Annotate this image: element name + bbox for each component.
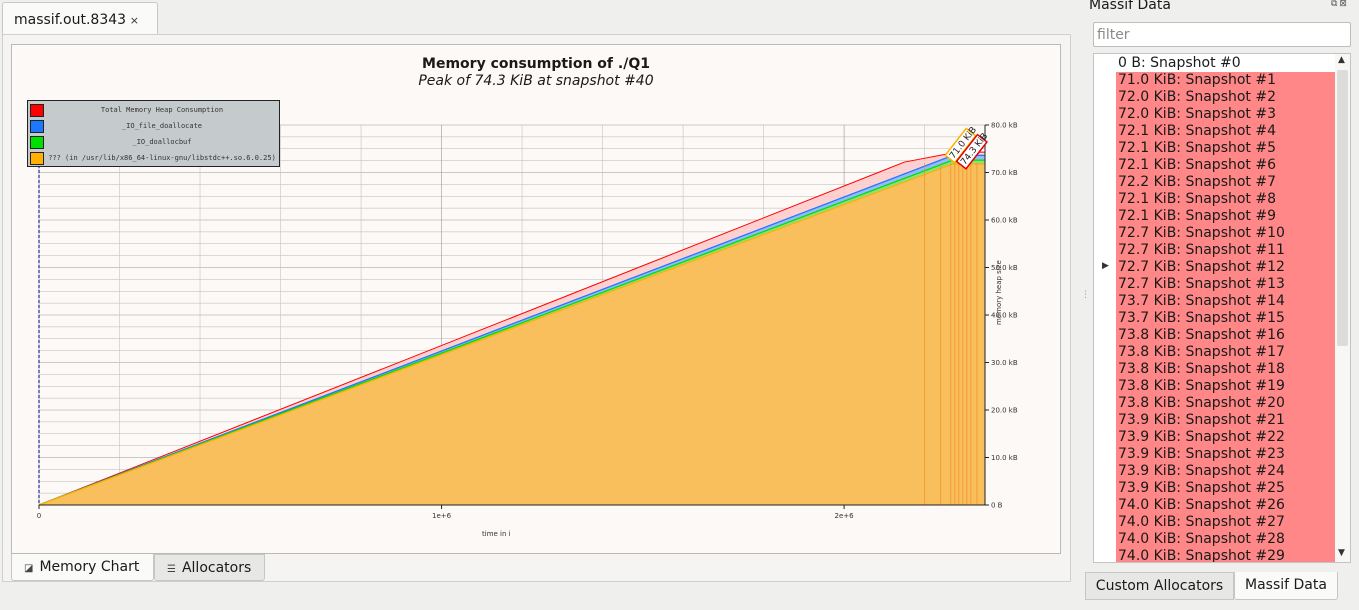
line-series — [38, 163, 985, 506]
scroll-thumb[interactable] — [1337, 70, 1348, 346]
snapshot-row[interactable]: 73.7 KiB: Snapshot #15 — [1116, 310, 1335, 327]
y-tick-label: 60.0 kB — [991, 217, 1018, 225]
tab-memory-chart[interactable]: ◪ Memory Chart — [11, 554, 154, 581]
snapshot-row[interactable]: 73.9 KiB: Snapshot #25 — [1116, 480, 1335, 497]
snapshot-row[interactable]: 73.7 KiB: Snapshot #14 — [1116, 293, 1335, 310]
snapshot-row[interactable]: 73.9 KiB: Snapshot #24 — [1116, 463, 1335, 480]
snapshot-row[interactable]: 73.8 KiB: Snapshot #20 — [1116, 395, 1335, 412]
tab-custom-allocators[interactable]: Custom Allocators — [1085, 572, 1234, 600]
tab-label: Massif Data — [1245, 577, 1327, 593]
snapshot-row[interactable]: 71.0 KiB: Snapshot #1 — [1116, 72, 1335, 89]
snapshot-row[interactable]: 73.9 KiB: Snapshot #22 — [1116, 429, 1335, 446]
panel-title: Massif Data — [1089, 0, 1171, 13]
tab-massif-data[interactable]: Massif Data — [1234, 572, 1338, 600]
x-tick-label: 1e+6 — [432, 512, 452, 520]
tab-label: Custom Allocators — [1095, 578, 1224, 594]
snapshot-row[interactable]: 73.8 KiB: Snapshot #18 — [1116, 361, 1335, 378]
snapshot-list[interactable]: 0 B: Snapshot #0 71.0 KiB: Snapshot #1 72.… — [1093, 53, 1351, 563]
snapshot-row[interactable]: 72.7 KiB: Snapshot #11 — [1116, 242, 1335, 259]
snapshot-row[interactable]: 74.0 KiB: Snapshot #26 — [1116, 497, 1335, 514]
legend-item: _IO_file_doallocate — [30, 119, 278, 134]
snapshot-row[interactable]: 74.0 KiB: Snapshot #27 — [1116, 514, 1335, 531]
snapshot-row[interactable]: 74.0 KiB: Snapshot #28 — [1116, 531, 1335, 548]
snapshot-row[interactable]: 73.8 KiB: Snapshot #16 — [1116, 327, 1335, 344]
chart-icon: ◪ — [24, 563, 34, 574]
y-tick-label: 30.0 kB — [991, 359, 1018, 367]
scroll-up-icon[interactable]: ▲ — [1338, 55, 1345, 65]
snapshot-row[interactable]: 72.7 KiB: Snapshot #13 — [1116, 276, 1335, 293]
scroll-down-icon[interactable]: ▼ — [1338, 548, 1345, 558]
y-tick-label: 40.0 kB — [991, 312, 1018, 320]
tab-massif-file[interactable]: massif.out.8343 × — [2, 2, 158, 35]
annotation-box — [955, 133, 988, 170]
snapshot-row[interactable]: 72.0 KiB: Snapshot #2 — [1116, 89, 1335, 106]
tab-allocators[interactable]: ☰ Allocators — [154, 554, 265, 581]
legend-swatch — [30, 120, 44, 133]
snapshot-row[interactable]: 72.0 KiB: Snapshot #3 — [1116, 106, 1335, 123]
snapshot-row[interactable]: 72.1 KiB: Snapshot #5 — [1116, 140, 1335, 157]
expand-arrow-icon[interactable]: ▶ — [1102, 261, 1109, 271]
tab-label: Allocators — [181, 560, 252, 576]
snapshot-row[interactable]: 74.0 KiB: Snapshot #29 — [1116, 548, 1335, 562]
legend-swatch — [30, 104, 44, 117]
legend-item: _IO_doallocbuf — [30, 135, 278, 150]
scrollbar[interactable]: ▲ ▼ — [1335, 54, 1350, 562]
legend-swatch — [30, 136, 44, 149]
splitter-handle[interactable]: ⋮ — [1081, 290, 1090, 300]
tab-label: massif.out.8343 — [14, 12, 127, 28]
legend-label: _IO_file_doallocate — [121, 122, 203, 130]
filter-input[interactable] — [1093, 22, 1351, 47]
legend-label: _IO_doallocbuf — [132, 138, 192, 146]
legend-item: Total Memory Heap Consumption — [30, 103, 278, 118]
y-tick-label: 10.0 kB — [991, 454, 1018, 462]
y-axis-label: memory heap size — [995, 260, 1003, 325]
area-series — [39, 163, 985, 505]
y-tick-label: 20.0 kB — [991, 407, 1018, 415]
legend-item: ??? (in /usr/lib/x86_64-linux-gnu/libstd… — [30, 151, 278, 166]
snapshot-row[interactable]: 72.7 KiB: Snapshot #12 — [1116, 259, 1335, 276]
legend-label: ??? (in /usr/lib/x86_64-linux-gnu/libstd… — [48, 154, 276, 162]
chart-subtitle: Peak of 74.3 KiB at snapshot #40 — [418, 73, 654, 89]
list-icon: ☰ — [167, 564, 176, 575]
snapshot-row[interactable]: 72.1 KiB: Snapshot #6 — [1116, 157, 1335, 174]
panel-float-close-buttons[interactable]: ⧉⊠ — [1331, 0, 1349, 9]
snapshot-row[interactable]: 0 B: Snapshot #0 — [1118, 55, 1241, 71]
x-tick-label: 0 — [37, 512, 41, 520]
snapshot-row[interactable]: 72.1 KiB: Snapshot #4 — [1116, 123, 1335, 140]
legend-label: Total Memory Heap Consumption — [100, 106, 224, 114]
y-tick-label: 50.0 kB — [991, 264, 1018, 272]
snapshot-row[interactable]: 72.2 KiB: Snapshot #7 — [1116, 174, 1335, 191]
y-tick-label: 0 B — [991, 502, 1003, 510]
snapshot-row[interactable]: 73.9 KiB: Snapshot #21 — [1116, 412, 1335, 429]
close-icon[interactable]: × — [129, 14, 139, 27]
snapshot-row[interactable]: 72.1 KiB: Snapshot #9 — [1116, 208, 1335, 225]
snapshot-row[interactable]: 73.8 KiB: Snapshot #19 — [1116, 378, 1335, 395]
y-tick-label: 70.0 kB — [991, 169, 1018, 177]
y-tick-label: 80.0 kB — [991, 122, 1018, 130]
snapshot-row[interactable]: 73.9 KiB: Snapshot #23 — [1116, 446, 1335, 463]
legend-swatch — [30, 152, 44, 165]
x-tick-label: 2e+6 — [835, 512, 855, 520]
chart-canvas: 0 1e+6 2e+6 0 B 10.0 kB 20.0 kB 30.0 kB 40.0 kB… — [37, 122, 1018, 521]
tab-label: Memory Chart — [39, 559, 140, 575]
snapshot-row[interactable]: 73.8 KiB: Snapshot #17 — [1116, 344, 1335, 361]
memory-chart[interactable]: 0 1e+6 2e+6 0 B 10.0 kB 20.0 kB 30.0 kB 40.0 kB… — [11, 44, 1061, 554]
chart-legend: Total Memory Heap Consumption _IO_file_d… — [27, 100, 280, 167]
chart-title: Memory consumption of ./Q1 — [422, 56, 650, 72]
x-axis-label: time in i — [482, 530, 511, 538]
snapshot-row[interactable]: 72.1 KiB: Snapshot #8 — [1116, 191, 1335, 208]
snapshot-row[interactable]: 72.7 KiB: Snapshot #10 — [1116, 225, 1335, 242]
